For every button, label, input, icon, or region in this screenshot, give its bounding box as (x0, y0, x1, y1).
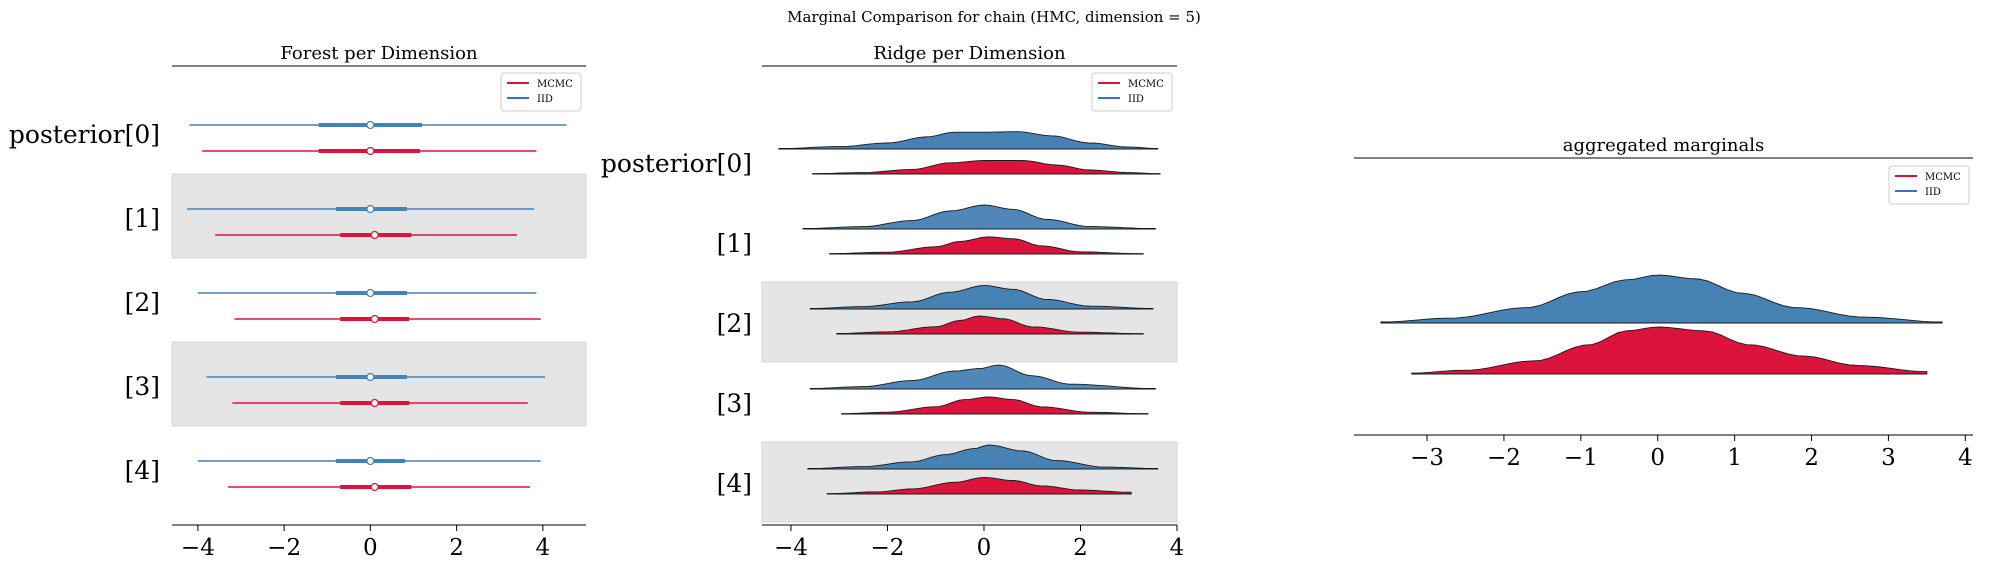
mcmc-density (836, 315, 1144, 335)
center-marker (366, 120, 375, 130)
aggregated-panel: aggregated marginals −3 −2 −1 0 1 2 3 4 MCMC IID (1354, 135, 1973, 471)
panel-title: aggregated marginals (1563, 135, 1764, 156)
row-label: [3] (125, 372, 160, 401)
legend-label: IID (1925, 187, 1941, 198)
row-label: [1] (125, 204, 160, 233)
mcmc-density (812, 160, 1161, 175)
center-marker (366, 204, 375, 214)
row-label: [2] (717, 309, 752, 338)
iid-density (807, 444, 1159, 470)
forest-panel: posterior[0] [1] [2] [3] [4] Forest per Dimen… (9, 43, 587, 561)
iid-density (778, 131, 1159, 150)
figure-suptitle: Marginal Comparison for chain (HMC, dime… (787, 8, 1201, 26)
x-tick-label: −2 (267, 535, 301, 561)
legend-label: MCMC (1925, 172, 1961, 183)
center-marker (366, 456, 375, 466)
row-label: [4] (717, 469, 752, 498)
x-tick-label: −2 (871, 535, 905, 561)
mcmc-density (1411, 326, 1928, 375)
x-tick-label: −2 (1487, 445, 1521, 471)
legend-label: IID (1128, 94, 1144, 105)
center-marker (370, 398, 379, 408)
center-marker (366, 288, 375, 298)
panel-title: Forest per Dimension (280, 43, 478, 64)
center-marker (370, 230, 379, 240)
center-marker (370, 314, 379, 324)
row-label: [3] (717, 389, 752, 418)
row-band (171, 173, 587, 259)
x-tick-label: 0 (977, 535, 992, 561)
center-marker (366, 372, 375, 382)
row-label: posterior[0] (9, 120, 160, 149)
row-label: [2] (125, 288, 160, 317)
x-tick-label: −1 (1564, 445, 1598, 471)
x-tick-label: 1 (1727, 445, 1742, 471)
legend-label: MCMC (537, 79, 573, 90)
x-tick-label: 4 (1958, 445, 1973, 471)
row-label: [4] (125, 456, 160, 485)
ridge-panel: posterior[0] [1] [2] [3] [4] Ridge per Dimens… (601, 43, 1184, 561)
panel-title: Ridge per Dimension (873, 43, 1066, 64)
center-marker (366, 146, 375, 156)
x-tick-label: −3 (1410, 445, 1444, 471)
iid-density (1380, 274, 1943, 324)
iid-density (802, 204, 1156, 230)
row-label: [1] (717, 229, 752, 258)
x-tick-label: 0 (1650, 445, 1665, 471)
x-tick-label: 2 (449, 535, 464, 561)
x-tick-label: −4 (181, 535, 215, 561)
x-tick-label: −4 (774, 535, 808, 561)
center-marker (370, 482, 379, 492)
mcmc-density (826, 476, 1132, 495)
row-label: posterior[0] (601, 149, 752, 178)
iid-density (809, 285, 1154, 310)
x-tick-label: 4 (536, 535, 551, 561)
legend-label: IID (537, 94, 553, 105)
x-tick-label: 2 (1073, 535, 1088, 561)
mcmc-density (829, 236, 1144, 255)
x-tick-label: 0 (363, 535, 378, 561)
iid-density (809, 364, 1156, 390)
x-tick-label: 4 (1170, 535, 1185, 561)
mcmc-density (841, 396, 1149, 415)
x-tick-label: 2 (1804, 445, 1819, 471)
row-band (171, 341, 587, 427)
x-tick-label: 3 (1881, 445, 1896, 471)
legend-label: MCMC (1128, 79, 1164, 90)
